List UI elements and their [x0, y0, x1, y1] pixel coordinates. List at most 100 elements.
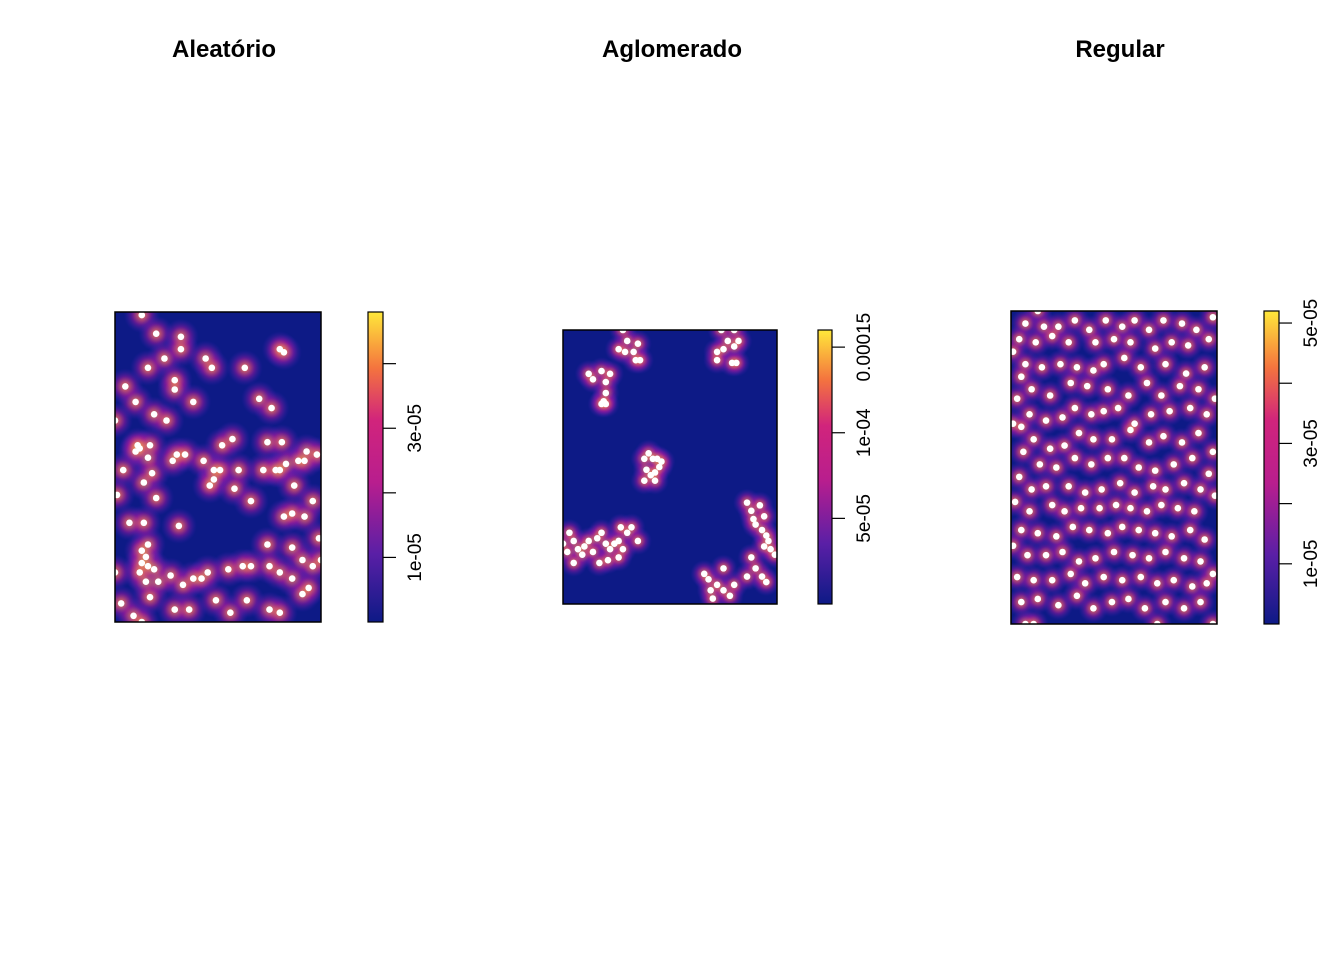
data-point: [1121, 354, 1128, 362]
colorbar-tick-label: 5e-05: [1301, 299, 1322, 348]
data-point: [1083, 382, 1091, 390]
data-point: [309, 562, 317, 570]
data-point: [709, 595, 717, 602]
data-point: [288, 575, 296, 582]
density-surface: [1011, 311, 1217, 624]
data-point: [1055, 323, 1062, 330]
data-point: [144, 364, 152, 372]
data-point: [117, 600, 125, 607]
data-point: [288, 544, 296, 551]
chart-title: Regular: [1075, 36, 1165, 63]
data-point: [658, 458, 665, 465]
data-point: [606, 370, 614, 378]
data-point: [204, 569, 211, 576]
data-point: [210, 476, 218, 483]
colorbar: [367, 311, 384, 623]
data-point: [617, 523, 625, 531]
data-point: [1186, 526, 1194, 534]
data-point: [602, 389, 610, 397]
data-point: [743, 573, 751, 580]
data-point: [305, 584, 312, 592]
data-point: [1073, 592, 1081, 600]
data-point: [733, 359, 740, 367]
data-point: [1193, 326, 1200, 334]
data-point: [1108, 598, 1116, 606]
data-point: [758, 573, 766, 580]
data-point: [720, 587, 727, 594]
data-point: [1137, 364, 1145, 371]
colorbar-tick-label: 5e-05: [854, 494, 875, 543]
data-point: [634, 537, 642, 545]
data-point: [615, 554, 622, 561]
data-point: [239, 562, 247, 570]
data-point: [212, 597, 220, 604]
data-point: [1100, 573, 1107, 581]
data-point: [750, 515, 757, 523]
data-point: [1081, 580, 1089, 587]
data-point: [1011, 498, 1019, 506]
data-point: [641, 455, 648, 463]
data-point: [1195, 385, 1202, 393]
chart-title: Aglomerado: [601, 36, 742, 63]
data-point: [264, 541, 271, 548]
data-point: [198, 575, 205, 582]
data-point: [175, 522, 183, 530]
data-point: [1195, 429, 1202, 437]
data-point: [767, 545, 774, 553]
data-point: [1170, 461, 1178, 468]
data-point: [280, 513, 288, 520]
data-point: [752, 521, 759, 528]
data-point: [1131, 489, 1138, 496]
colorbar-tick-label: 1e-04: [854, 408, 875, 457]
colorbar-tick-label: 3e-05: [405, 404, 426, 453]
data-point: [1203, 410, 1210, 418]
data-point: [730, 343, 738, 350]
data-point: [288, 510, 296, 517]
data-point: [144, 562, 152, 570]
data-point: [163, 417, 170, 424]
data-point: [1069, 523, 1077, 531]
data-point: [1085, 326, 1093, 334]
data-point: [585, 537, 592, 545]
data-point: [602, 400, 610, 408]
data-point: [621, 348, 629, 356]
point-pattern: [1009, 307, 1219, 628]
data-point: [623, 529, 631, 537]
data-point: [1131, 420, 1138, 427]
data-point: [167, 572, 174, 579]
panel-regular: Regular: [896, 0, 1344, 960]
data-point: [1104, 385, 1112, 393]
data-point: [1118, 576, 1126, 584]
data-point: [278, 438, 286, 446]
panel-aleatorio: Aleatório: [0, 0, 448, 960]
data-point: [1090, 367, 1097, 374]
data-point: [1026, 508, 1033, 515]
data-point: [1201, 364, 1208, 371]
data-point: [138, 559, 146, 567]
data-point: [301, 457, 308, 465]
density-hotspot: [1025, 615, 1042, 624]
data-point: [299, 590, 306, 598]
data-point: [1162, 486, 1169, 493]
data-point: [1182, 370, 1190, 377]
data-point: [225, 566, 232, 573]
data-point: [241, 364, 249, 372]
data-point: [122, 383, 129, 390]
data-point: [1162, 360, 1169, 368]
data-point: [1061, 442, 1068, 449]
data-point: [1174, 504, 1182, 512]
density-hotspot: [131, 312, 152, 325]
data-point: [177, 333, 185, 341]
data-point: [146, 442, 154, 449]
data-point: [1110, 335, 1118, 343]
data-point: [615, 345, 622, 353]
data-point: [1118, 523, 1126, 531]
data-point: [1034, 529, 1042, 537]
data-point: [630, 348, 637, 356]
data-point: [171, 386, 179, 393]
data-point: [264, 438, 271, 446]
data-point: [1188, 583, 1196, 590]
data-point: [1158, 392, 1165, 399]
data-point: [1088, 461, 1095, 468]
data-point: [266, 606, 273, 613]
